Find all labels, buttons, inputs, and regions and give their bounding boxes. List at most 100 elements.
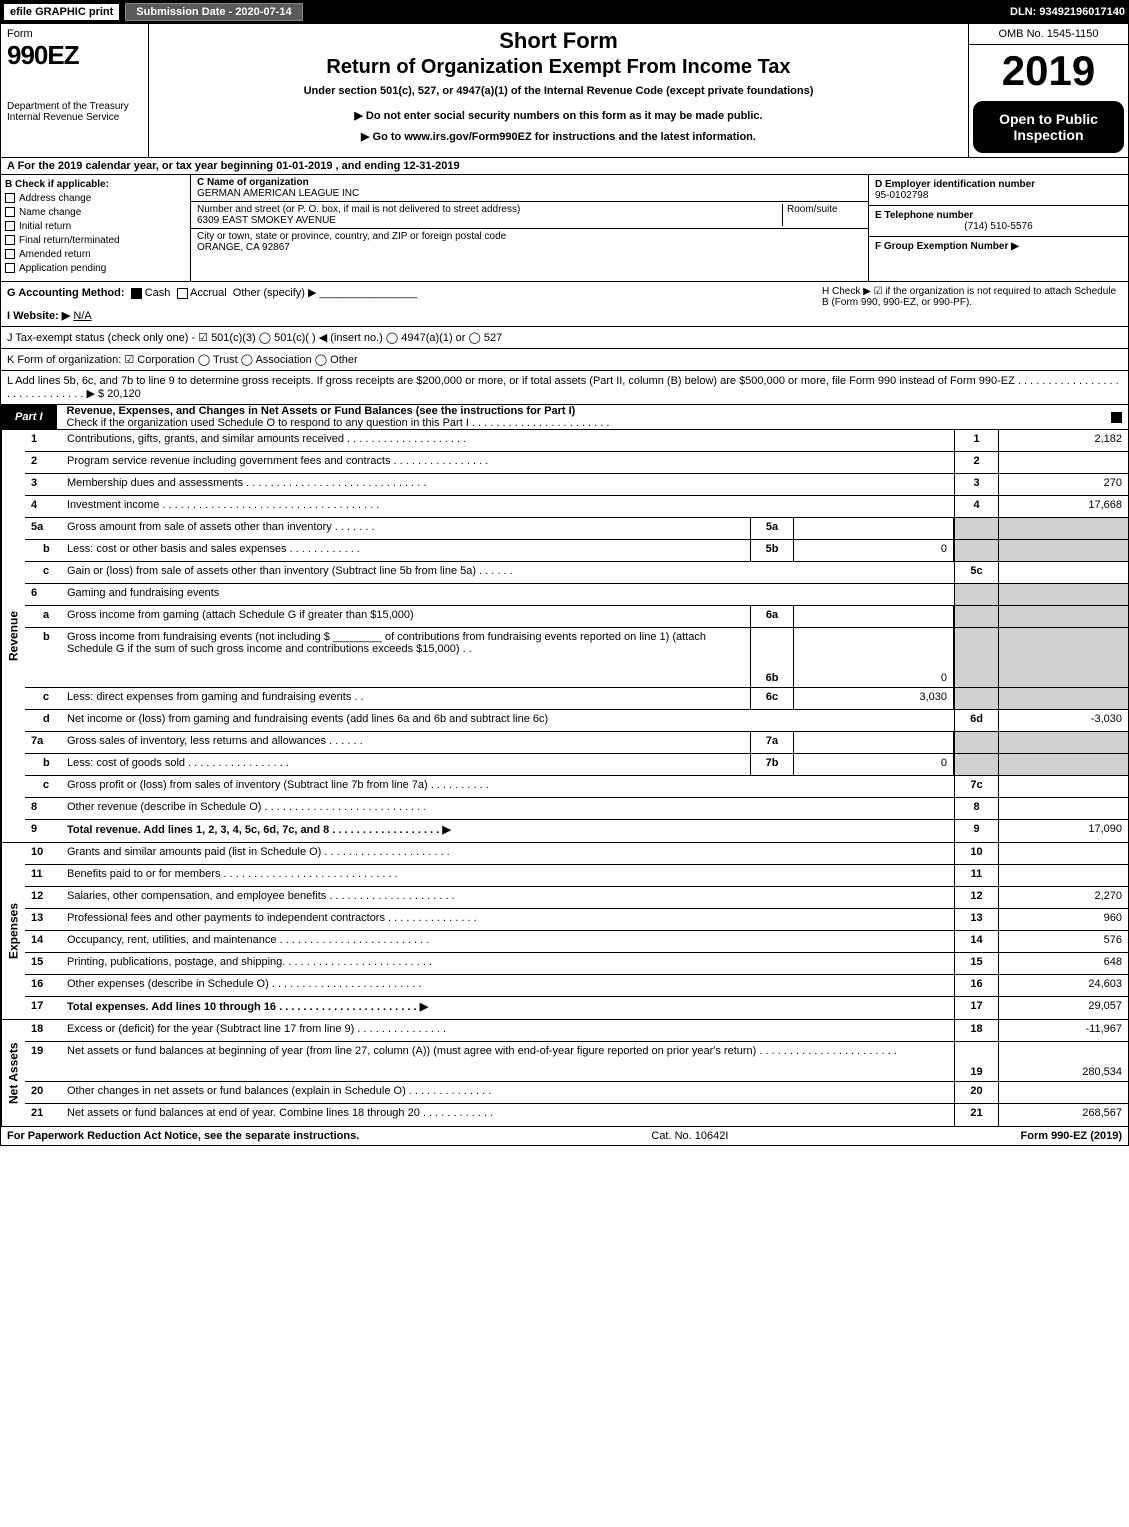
line-2: 2Program service revenue including gover… xyxy=(25,452,1128,474)
part-1-header: Part I Revenue, Expenses, and Changes in… xyxy=(0,405,1129,430)
page-footer: For Paperwork Reduction Act Notice, see … xyxy=(0,1127,1129,1146)
box-f: F Group Exemption Number ▶ xyxy=(869,237,1128,281)
line-5b: bLess: cost or other basis and sales exp… xyxy=(25,540,1128,562)
revenue-section: Revenue 1Contributions, gifts, grants, a… xyxy=(0,430,1129,843)
form-header: Form 990EZ Department of the Treasury In… xyxy=(0,24,1129,158)
chk-cash[interactable] xyxy=(131,288,142,299)
expenses-side-label: Expenses xyxy=(1,843,25,1019)
header-left: Form 990EZ Department of the Treasury In… xyxy=(1,24,149,157)
irs-label: Internal Revenue Service xyxy=(7,112,142,123)
line-16: 16Other expenses (describe in Schedule O… xyxy=(25,975,1128,997)
line-5a: 5aGross amount from sale of assets other… xyxy=(25,518,1128,540)
group-exemption-label: F Group Exemption Number ▶ xyxy=(875,241,1019,252)
line-7b: bLess: cost of goods sold . . . . . . . … xyxy=(25,754,1128,776)
box-c: C Name of organization GERMAN AMERICAN L… xyxy=(191,175,868,281)
box-e: E Telephone number (714) 510-5576 xyxy=(869,206,1128,237)
form-ref: Form 990-EZ (2019) xyxy=(1021,1130,1122,1142)
part-1-schedule-o-check[interactable] xyxy=(1111,412,1122,423)
city-label: City or town, state or province, country… xyxy=(197,231,862,242)
ein-value: 95-0102798 xyxy=(875,190,1122,201)
line-21: 21Net assets or fund balances at end of … xyxy=(25,1104,1128,1126)
row-h: H Check ▶ ☑ if the organization is not r… xyxy=(822,286,1122,322)
box-def: D Employer identification number 95-0102… xyxy=(868,175,1128,281)
city-row: City or town, state or province, country… xyxy=(191,229,868,255)
entity-info-block: B Check if applicable: Address change Na… xyxy=(0,175,1129,282)
line-14: 14Occupancy, rent, utilities, and mainte… xyxy=(25,931,1128,953)
address-value: 6309 EAST SMOKEY AVENUE xyxy=(197,215,782,226)
line-4: 4Investment income . . . . . . . . . . .… xyxy=(25,496,1128,518)
part-1-title: Revenue, Expenses, and Changes in Net As… xyxy=(67,405,576,417)
row-g: G Accounting Method: Cash Accrual Other … xyxy=(7,286,822,322)
line-20: 20Other changes in net assets or fund ba… xyxy=(25,1082,1128,1104)
form-word: Form xyxy=(7,28,142,40)
box-b: B Check if applicable: Address change Na… xyxy=(1,175,191,281)
box-d: D Employer identification number 95-0102… xyxy=(869,175,1128,206)
dln-label: DLN: 93492196017140 xyxy=(1010,6,1125,18)
dept-label: Department of the Treasury xyxy=(7,101,142,112)
paperwork-notice: For Paperwork Reduction Act Notice, see … xyxy=(7,1130,359,1142)
chk-final-return[interactable]: Final return/terminated xyxy=(5,235,186,246)
line-8: 8Other revenue (describe in Schedule O) … xyxy=(25,798,1128,820)
org-name-value: GERMAN AMERICAN LEAGUE INC xyxy=(197,188,862,199)
expenses-section: Expenses 10Grants and similar amounts pa… xyxy=(0,843,1129,1020)
website-value: N/A xyxy=(73,310,91,322)
line-6: 6Gaming and fundraising events xyxy=(25,584,1128,606)
g-label: G Accounting Method: xyxy=(7,287,125,299)
line-15: 15Printing, publications, postage, and s… xyxy=(25,953,1128,975)
chk-application-pending[interactable]: Application pending xyxy=(5,263,186,274)
chk-amended-return[interactable]: Amended return xyxy=(5,249,186,260)
tax-year: 2019 xyxy=(969,45,1128,97)
short-form-title: Short Form xyxy=(157,28,960,54)
line-17: 17Total expenses. Add lines 10 through 1… xyxy=(25,997,1128,1019)
box-b-label: B Check if applicable: xyxy=(5,179,186,190)
goto-note: ▶ Go to www.irs.gov/Form990EZ for instru… xyxy=(157,130,960,143)
subtitle: Under section 501(c), 527, or 4947(a)(1)… xyxy=(157,85,960,97)
city-value: ORANGE, CA 92867 xyxy=(197,242,862,253)
net-assets-section: Net Assets 18Excess or (deficit) for the… xyxy=(0,1020,1129,1127)
net-assets-side-label: Net Assets xyxy=(1,1020,25,1126)
phone-value: (714) 510-5576 xyxy=(875,221,1122,232)
top-bar: efile GRAPHIC print Submission Date - 20… xyxy=(0,0,1129,24)
room-suite-label: Room/suite xyxy=(782,204,862,226)
line-10: 10Grants and similar amounts paid (list … xyxy=(25,843,1128,865)
line-12: 12Salaries, other compensation, and empl… xyxy=(25,887,1128,909)
submission-date-badge: Submission Date - 2020-07-14 xyxy=(125,3,302,21)
tax-year-row: A For the 2019 calendar year, or tax yea… xyxy=(0,158,1129,175)
chk-address-change[interactable]: Address change xyxy=(5,193,186,204)
part-1-tab: Part I xyxy=(1,405,57,429)
org-name-row: C Name of organization GERMAN AMERICAN L… xyxy=(191,175,868,202)
efile-badge[interactable]: efile GRAPHIC print xyxy=(4,4,119,20)
line-7a: 7aGross sales of inventory, less returns… xyxy=(25,732,1128,754)
phone-label: E Telephone number xyxy=(875,210,1122,221)
ssn-note: ▶ Do not enter social security numbers o… xyxy=(157,109,960,122)
line-11: 11Benefits paid to or for members . . . … xyxy=(25,865,1128,887)
address-label: Number and street (or P. O. box, if mail… xyxy=(197,204,782,215)
i-label: I Website: ▶ xyxy=(7,310,70,322)
row-j: J Tax-exempt status (check only one) - ☑… xyxy=(0,327,1129,349)
line-3: 3Membership dues and assessments . . . .… xyxy=(25,474,1128,496)
form-number: 990EZ xyxy=(7,40,142,71)
line-19: 19Net assets or fund balances at beginni… xyxy=(25,1042,1128,1082)
line-18: 18Excess or (deficit) for the year (Subt… xyxy=(25,1020,1128,1042)
ein-label: D Employer identification number xyxy=(875,179,1122,190)
header-right: OMB No. 1545-1150 2019 Open to Public In… xyxy=(968,24,1128,157)
line-5c: cGain or (loss) from sale of assets othe… xyxy=(25,562,1128,584)
omb-number: OMB No. 1545-1150 xyxy=(969,24,1128,45)
chk-initial-return[interactable]: Initial return xyxy=(5,221,186,232)
chk-accrual[interactable] xyxy=(177,288,188,299)
revenue-side-label: Revenue xyxy=(1,430,25,842)
row-k: K Form of organization: ☑ Corporation ◯ … xyxy=(0,349,1129,371)
org-name-label: C Name of organization xyxy=(197,177,862,188)
chk-name-change[interactable]: Name change xyxy=(5,207,186,218)
line-13: 13Professional fees and other payments t… xyxy=(25,909,1128,931)
line-7c: cGross profit or (loss) from sales of in… xyxy=(25,776,1128,798)
line-6d: dNet income or (loss) from gaming and fu… xyxy=(25,710,1128,732)
line-9: 9Total revenue. Add lines 1, 2, 3, 4, 5c… xyxy=(25,820,1128,842)
line-6a: aGross income from gaming (attach Schedu… xyxy=(25,606,1128,628)
row-l: L Add lines 5b, 6c, and 7b to line 9 to … xyxy=(0,371,1129,405)
line-1: 1Contributions, gifts, grants, and simil… xyxy=(25,430,1128,452)
address-row: Number and street (or P. O. box, if mail… xyxy=(191,202,868,229)
line-6b: bGross income from fundraising events (n… xyxy=(25,628,1128,688)
main-title: Return of Organization Exempt From Incom… xyxy=(157,56,960,79)
cat-number: Cat. No. 10642I xyxy=(359,1130,1020,1142)
